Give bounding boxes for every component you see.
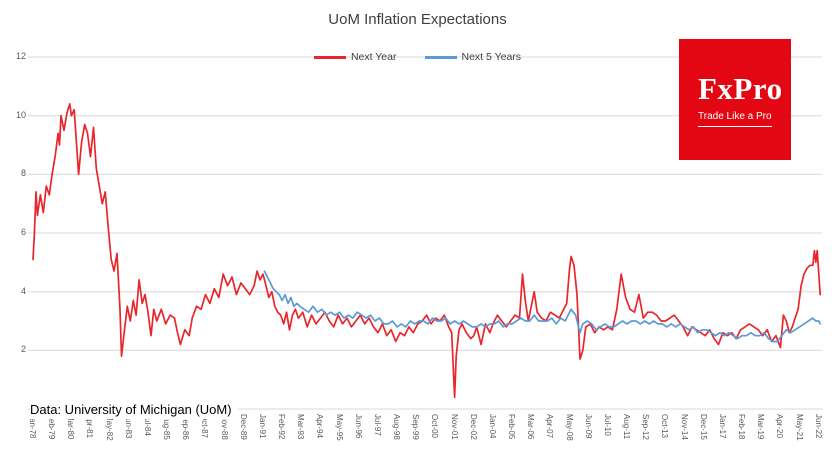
y-axis-label: 12 <box>15 51 26 61</box>
y-axis-label: 2 <box>20 344 26 355</box>
legend-item-next-5-years: Next 5 Years <box>424 51 522 63</box>
legend-label-next-year: Next Year <box>350 51 397 63</box>
legend-swatch-next-5-years <box>424 55 457 59</box>
y-axis-label: 8 <box>20 168 26 179</box>
data-source-note: Data: University of Michigan (UoM) <box>30 400 238 419</box>
legend-item-next-year: Next Year <box>313 51 397 63</box>
legend-label-next-5-years: Next 5 Years <box>461 51 522 63</box>
legend-swatch-next-year <box>313 55 346 59</box>
y-axis-label: 6 <box>20 227 26 237</box>
y-axis-label: 4 <box>20 285 26 296</box>
chart-title: UoM Inflation Expectations <box>328 11 507 28</box>
fxpro-logo-wordmark: FxPro <box>698 70 783 106</box>
y-axis-label: 10 <box>15 109 26 120</box>
fxpro-logo-tagline: Trade Like a Pro <box>698 111 772 127</box>
legend: Next Year Next 5 Years <box>0 51 835 63</box>
fxpro-logo: FxPro Trade Like a Pro <box>679 39 791 160</box>
series-line-next-5-years <box>263 270 822 343</box>
